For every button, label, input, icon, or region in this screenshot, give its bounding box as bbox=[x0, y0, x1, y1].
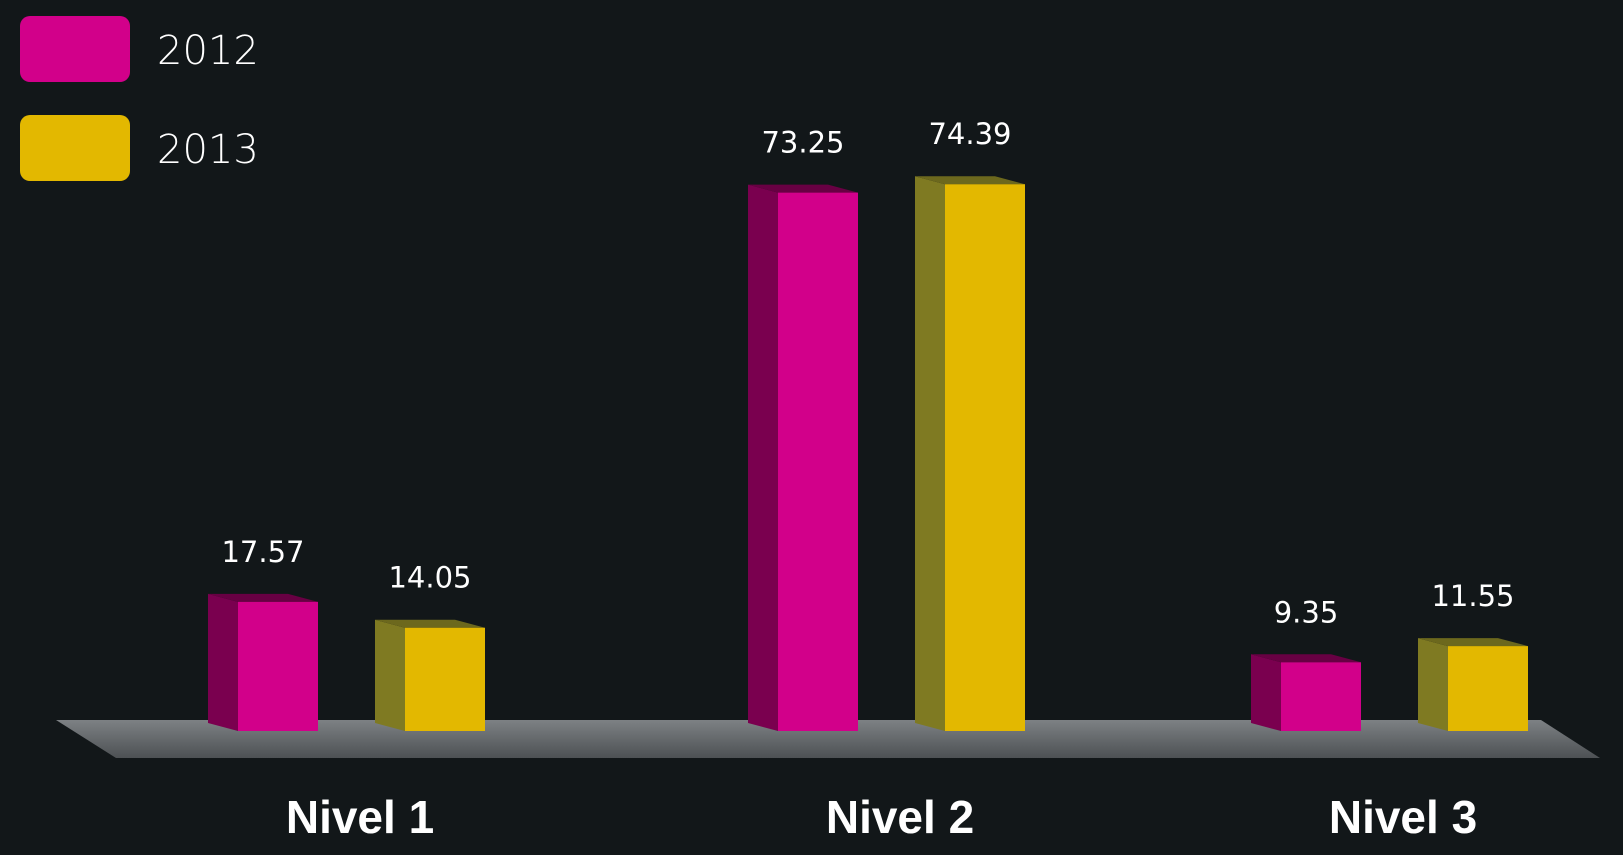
bar-2013-nivel-2 bbox=[915, 176, 1025, 731]
data-label-2012-nivel-2: 73.25 bbox=[761, 126, 844, 160]
bar-front-face bbox=[405, 627, 485, 731]
category-label-nivel-3: Nivel 3 bbox=[1329, 791, 1477, 843]
bar-2012-nivel-1 bbox=[208, 593, 318, 731]
legend-label-2013: 2013 bbox=[157, 127, 259, 173]
data-label-2013-nivel-3: 11.55 bbox=[1431, 579, 1514, 613]
bar-top-face bbox=[208, 593, 318, 602]
bar-2013-nivel-3 bbox=[1418, 638, 1528, 731]
data-label-2012-nivel-3: 9.35 bbox=[1274, 595, 1339, 629]
bar-top-face bbox=[1251, 654, 1361, 663]
legend: 2012 2013 bbox=[20, 16, 259, 181]
bar-top-face bbox=[915, 176, 1025, 185]
bar-front-face bbox=[1448, 646, 1528, 731]
bar-front-face bbox=[945, 184, 1025, 731]
data-labels: 17.57 14.05 73.25 74.39 9.35 11.55 bbox=[221, 117, 1514, 629]
category-label-nivel-1: Nivel 1 bbox=[286, 791, 434, 843]
bar-top-face bbox=[375, 619, 485, 628]
bar-2012-nivel-2 bbox=[748, 184, 858, 732]
bar-top-face bbox=[1418, 638, 1528, 647]
x-axis-categories: Nivel 1 Nivel 2 Nivel 3 bbox=[286, 791, 1477, 843]
bars bbox=[208, 176, 1528, 732]
data-label-2013-nivel-2: 74.39 bbox=[928, 117, 1011, 151]
bar-front-face bbox=[1281, 662, 1361, 731]
bar-side-face bbox=[208, 593, 238, 731]
legend-swatch-2013 bbox=[20, 115, 130, 181]
bar-side-face bbox=[915, 176, 945, 731]
bar-side-face bbox=[375, 619, 405, 731]
data-label-2012-nivel-1: 17.57 bbox=[221, 535, 304, 569]
bar-2012-nivel-3 bbox=[1251, 654, 1361, 731]
bar-side-face bbox=[1251, 654, 1281, 731]
bar-side-face bbox=[1418, 638, 1448, 731]
legend-label-2012: 2012 bbox=[157, 28, 259, 74]
bar-side-face bbox=[748, 184, 778, 732]
category-label-nivel-2: Nivel 2 bbox=[826, 791, 974, 843]
legend-swatch-2012 bbox=[20, 16, 130, 82]
bar-front-face bbox=[238, 601, 318, 731]
bar-2013-nivel-1 bbox=[375, 619, 485, 731]
bar-front-face bbox=[778, 192, 858, 732]
bar-top-face bbox=[748, 184, 858, 193]
data-label-2013-nivel-1: 14.05 bbox=[388, 561, 471, 595]
